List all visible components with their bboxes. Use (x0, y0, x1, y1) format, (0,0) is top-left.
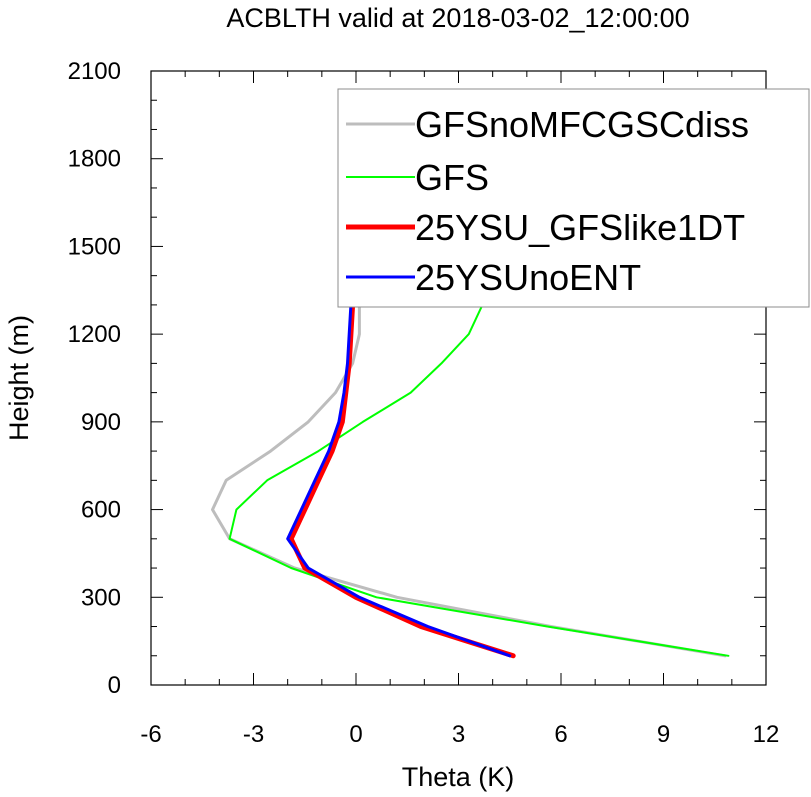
legend-label: 25YSUnoENT (415, 257, 641, 298)
x-tick-label: 6 (554, 721, 567, 748)
legend: GFSnoMFCGSCdiss GFS 25YSU_GFSlike1DT 25YSUn… (337, 88, 810, 308)
y-tick-label: 0 (108, 672, 121, 699)
y-tick-label: 600 (81, 497, 121, 524)
y-tick-label: 900 (81, 409, 121, 436)
x-tick-label: 0 (349, 721, 362, 748)
x-tick-label: 3 (452, 721, 465, 748)
y-axis-label: Height (m) (4, 315, 34, 441)
y-tick-label: 1200 (68, 321, 121, 348)
y-tick-label: 300 (81, 584, 121, 611)
y-tick-label: 1800 (68, 146, 121, 173)
y-tick-label: 2100 (68, 58, 121, 85)
legend-label: GFSnoMFCGSCdiss (415, 104, 749, 145)
x-tick-label: 12 (753, 721, 780, 748)
x-tick-labels: -6 -3 0 3 6 9 12 (140, 721, 779, 748)
legend-box (337, 88, 810, 308)
legend-label: 25YSU_GFSlike1DT (415, 207, 745, 248)
y-tick-labels: 0 300 600 900 1200 1500 1800 2100 (68, 58, 121, 699)
chart-title: ACBLTH valid at 2018-03-02_12:00:00 (226, 3, 689, 33)
x-tick-label: -6 (140, 721, 161, 748)
y-tick-label: 1500 (68, 233, 121, 260)
x-axis-label: Theta (K) (402, 762, 515, 792)
x-tick-label: 9 (657, 721, 670, 748)
x-tick-label: -3 (243, 721, 264, 748)
legend-label: GFS (415, 157, 489, 198)
